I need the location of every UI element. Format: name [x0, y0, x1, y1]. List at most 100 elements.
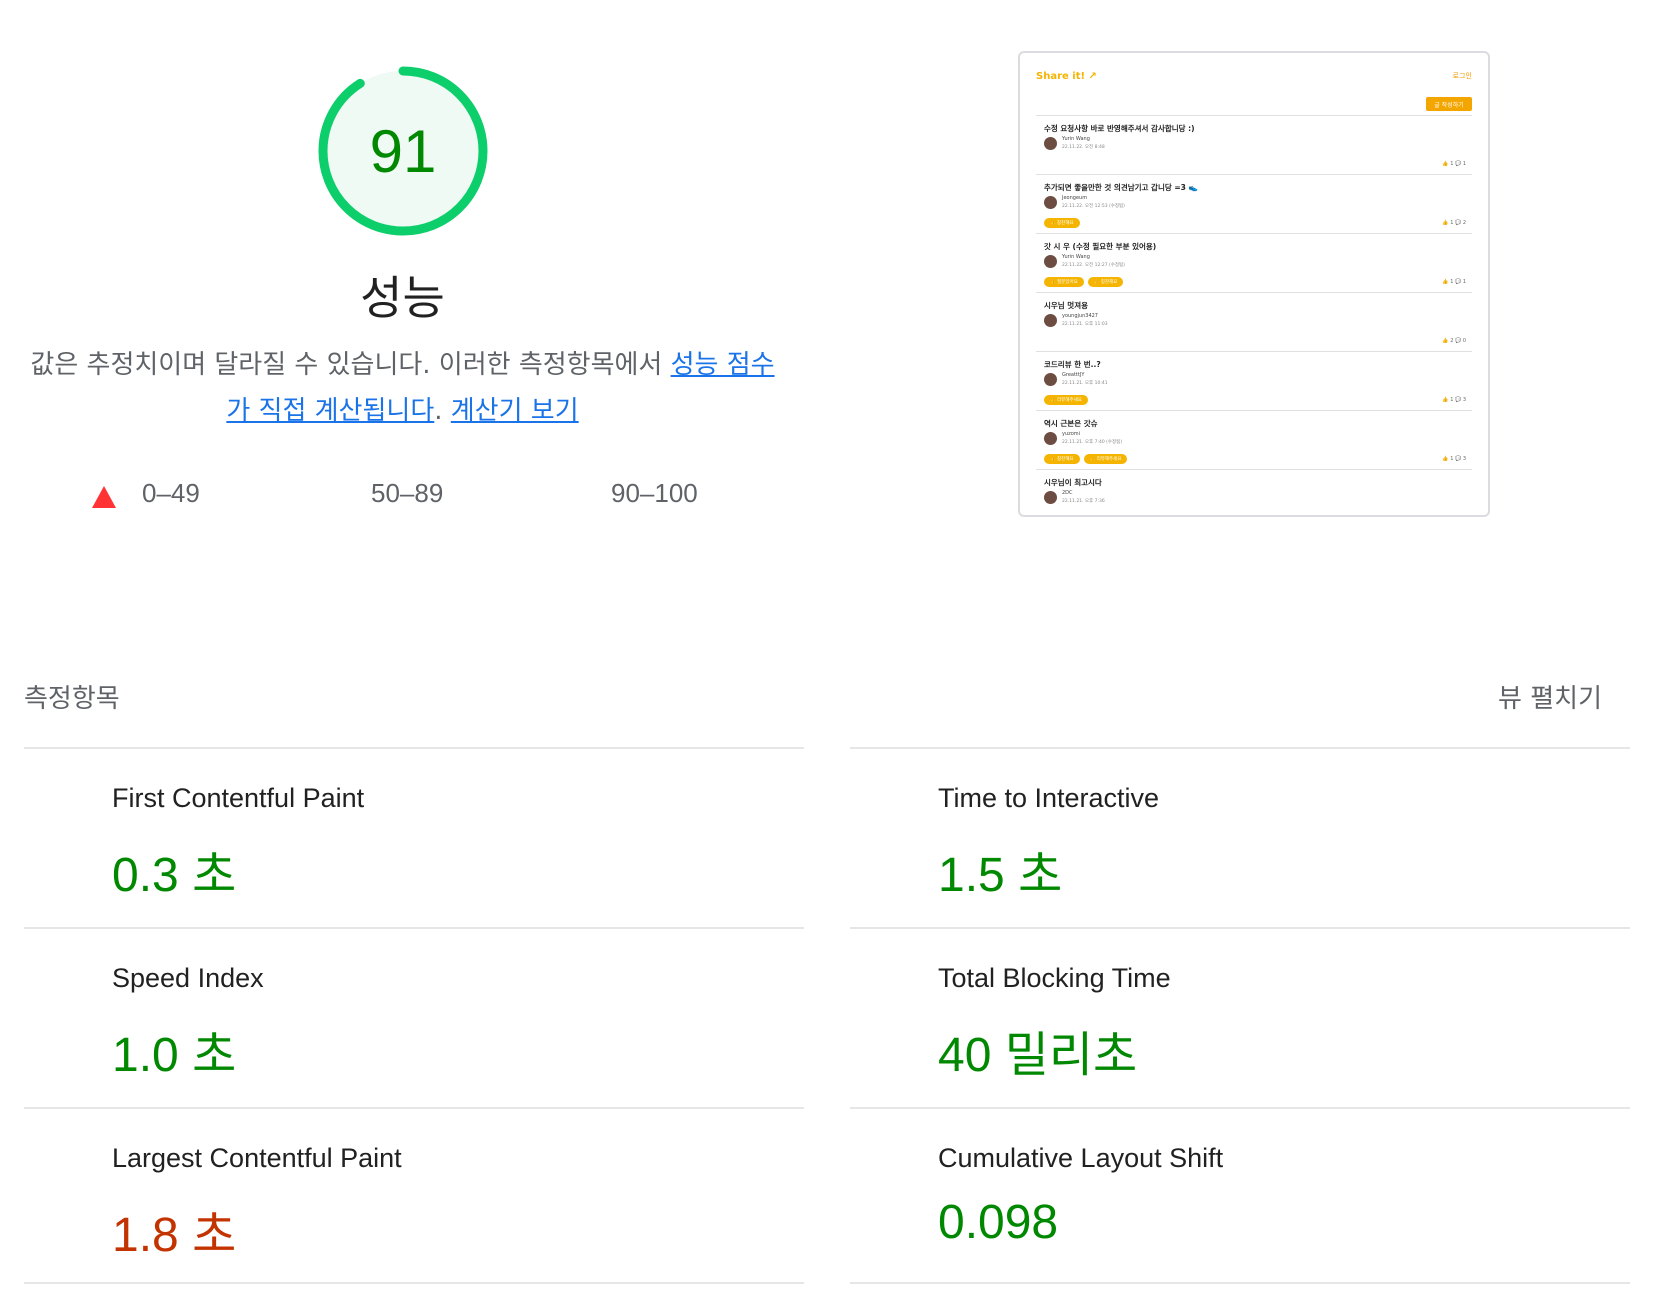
gauge-arc	[318, 66, 488, 236]
legend-average: 50–89	[371, 478, 444, 508]
thumb-post-title: 시우님 멋져용	[1044, 301, 1089, 310]
thumb-post-date: 22.11.21. 오후 7:40 (수정됨)	[1062, 440, 1123, 445]
thumb-post-tag: 👍 질문있어요	[1044, 277, 1084, 287]
calculator-link[interactable]: 계산기 보기	[450, 396, 579, 426]
avatar	[1044, 255, 1057, 268]
avatar	[1044, 491, 1057, 504]
thumb-post-date: 22.11.22. 오전 8:48	[1062, 145, 1105, 150]
thumb-post-likes: 👍 2	[1442, 338, 1454, 344]
thumb-post-tag: 👍 리뷰해주세요	[1083, 454, 1128, 464]
thumb-post-author: yuzomi	[1062, 431, 1081, 437]
metrics-column-right: Time to Interactive 1.5 초 Total Blocking…	[850, 747, 1630, 1284]
thumb-post: 코드리뷰 한 번..? GreatttJY 22.11.21. 오후 10:41 👍 …	[1036, 351, 1472, 410]
thumb-post-comments: 💬 1	[1455, 161, 1466, 167]
thumb-post-author: Jeongeum	[1062, 195, 1088, 201]
score-description: 값은 추정치이며 달라질 수 있습니다. 이러한 측정항목에서 성능 점수가 직…	[24, 342, 781, 434]
metrics-title: 측정항목	[24, 684, 120, 714]
thumb-post-likes: 👍 1	[1442, 456, 1454, 462]
thumb-post-date: 22.11.22. 오전 12:27 (수정됨)	[1062, 263, 1125, 268]
score-calculation-link[interactable]: 성능 점수가 직접 계산됩니다	[226, 350, 775, 426]
thumb-post-tags: 👍 질문있어요 👍 칭찬해요	[1044, 277, 1124, 287]
thumb-post-tags: 👍 칭찬해요 👍 리뷰해주세요	[1044, 454, 1128, 464]
thumb-post-date: 22.11.21. 오후 11:03	[1062, 322, 1108, 327]
legend-fail: 0–49	[142, 478, 200, 508]
metric-name: Time to Interactive	[938, 783, 1160, 813]
metric-name: Speed Index	[112, 963, 264, 993]
thumb-post-title: 갓 시 우 (수정 필요한 부분 있어용)	[1044, 242, 1157, 251]
thumb-post: 추가되면 좋을만한 것 의견남기고 갑니당 =3 👟 Jeongeum 22.11.…	[1036, 174, 1472, 233]
thumb-post-author: Yurin Wang	[1062, 254, 1090, 260]
gauge-title: 성능	[360, 271, 445, 325]
thumb-post-title: 코드리뷰 한 번..?	[1044, 360, 1101, 369]
gauge-score: 91	[369, 117, 437, 185]
metric-value: 0.098	[938, 1196, 1059, 1249]
thumb-post-author: 2DC	[1062, 490, 1073, 496]
thumb-post-stats: 👍 1 💬 1	[1442, 279, 1466, 285]
thumb-post: 수정 요청사항 바로 반영해주셔서 감사합니당 :) Yurin Wang 22.1…	[1036, 115, 1472, 174]
thumb-post-likes: 👍 1	[1442, 397, 1454, 403]
thumb-post-tag: 👍 칭찬해요	[1044, 454, 1080, 464]
metric-fcp: First Contentful Paint 0.3 초	[24, 747, 804, 927]
thumb-post-title: 수정 요청사항 바로 반영해주셔서 감사합니당 :)	[1044, 124, 1195, 133]
performance-gauge: 91	[318, 66, 488, 236]
thumb-post-likes: 👍 1	[1442, 220, 1454, 226]
final-screenshot-thumbnail[interactable]: Share it! ↗ 로그인 글 작성하기 수정 요청사항 바로 반영해주셔서…	[1018, 51, 1490, 517]
thumb-post-date: 22.11.22. 오전 12:53 (수정됨)	[1062, 204, 1125, 209]
fail-triangle-icon	[92, 486, 116, 508]
avatar	[1044, 137, 1057, 150]
thumb-post-title: 추가되면 좋을만한 것 의견남기고 갑니당 =3 👟	[1044, 183, 1198, 192]
metric-value: 1.8 초	[112, 1209, 237, 1262]
metric-lcp: Largest Contentful Paint 1.8 초	[24, 1107, 804, 1284]
thumb-post-title: 역시 근본은 갓슈	[1044, 419, 1098, 428]
metric-value: 1.0 초	[112, 1029, 237, 1082]
metric-name: Total Blocking Time	[938, 963, 1171, 993]
thumb-post-tags: 👍 리뷰해주세요	[1044, 395, 1088, 405]
description-text-2: .	[434, 396, 451, 426]
thumb-post-tag: 👍 리뷰해주세요	[1044, 395, 1088, 405]
thumb-post-tag: 👍 칭찬해요	[1087, 277, 1124, 287]
gauge-ring	[318, 66, 488, 236]
thumb-post: 역시 근본은 갓슈 yuzomi 22.11.21. 오후 7:40 (수정됨) 👍 …	[1036, 410, 1472, 469]
legend-pass: 90–100	[611, 478, 698, 508]
expand-view-toggle[interactable]: 뷰 펼치기	[1498, 684, 1602, 714]
thumb-post: 시우님 멋져용 youngjun3427 22.11.21. 오후 11:03 👍 2…	[1036, 292, 1472, 351]
metric-speed-index: Speed Index 1.0 초	[24, 927, 804, 1107]
metric-tti: Time to Interactive 1.5 초	[850, 747, 1630, 927]
metrics-column-left: First Contentful Paint 0.3 초 Speed Index…	[24, 747, 804, 1284]
avatar	[1044, 373, 1057, 386]
thumb-post-comments: 💬 2	[1455, 220, 1466, 226]
thumb-post-tag: 👍 칭찬해요	[1044, 218, 1080, 228]
thumb-post-date: 22.11.21. 오후 7:36	[1062, 499, 1105, 504]
metric-tbt: Total Blocking Time 40 밀리초	[850, 927, 1630, 1107]
thumb-post-stats: 👍 1 💬 3	[1442, 397, 1466, 403]
metric-name: Cumulative Layout Shift	[938, 1143, 1224, 1173]
thumb-post-tags: 👍 칭찬해요	[1044, 218, 1080, 228]
thumb-post-likes: 👍 1	[1442, 279, 1454, 285]
thumb-post-list: 수정 요청사항 바로 반영해주셔서 감사합니당 :) Yurin Wang 22.1…	[1036, 115, 1472, 515]
gauge-fill	[323, 71, 483, 231]
thumb-write-button: 글 작성하기	[1426, 97, 1472, 111]
thumb-post-stats: 👍 2 💬 0	[1442, 338, 1466, 344]
thumb-logo: Share it! ↗	[1036, 71, 1097, 82]
description-text: 값은 추정치이며 달라질 수 있습니다. 이러한 측정항목에서	[30, 350, 671, 380]
thumb-post-author: youngjun3427	[1062, 313, 1098, 319]
thumb-post-author: GreatttJY	[1062, 372, 1085, 378]
thumb-post-comments: 💬 0	[1455, 338, 1466, 344]
thumb-post-stats: 👍 1 💬 1	[1442, 161, 1466, 167]
thumb-post: 갓 시 우 (수정 필요한 부분 있어용) Yurin Wang 22.11.22.…	[1036, 233, 1472, 292]
avatar	[1044, 196, 1057, 209]
score-legend: 0–49 50–89 90–100	[0, 478, 800, 518]
avatar	[1044, 432, 1057, 445]
thumb-post-likes: 👍 1	[1442, 161, 1454, 167]
thumb-post-comments: 💬 1	[1455, 279, 1466, 285]
metric-name: First Contentful Paint	[112, 783, 365, 813]
thumb-post-stats: 👍 1 💬 3	[1442, 456, 1466, 462]
metric-value: 40 밀리초	[938, 1029, 1138, 1082]
thumb-post-author: Yurin Wang	[1062, 136, 1090, 142]
thumb-post: 시우님이 최고시다 2DC 22.11.21. 오후 7:36	[1036, 469, 1472, 515]
thumb-post-comments: 💬 3	[1455, 397, 1466, 403]
metric-name: Largest Contentful Paint	[112, 1143, 402, 1173]
thumb-post-stats: 👍 1 💬 2	[1442, 220, 1466, 226]
thumb-post-title: 시우님이 최고시다	[1044, 478, 1102, 487]
metric-value: 0.3 초	[112, 849, 237, 902]
